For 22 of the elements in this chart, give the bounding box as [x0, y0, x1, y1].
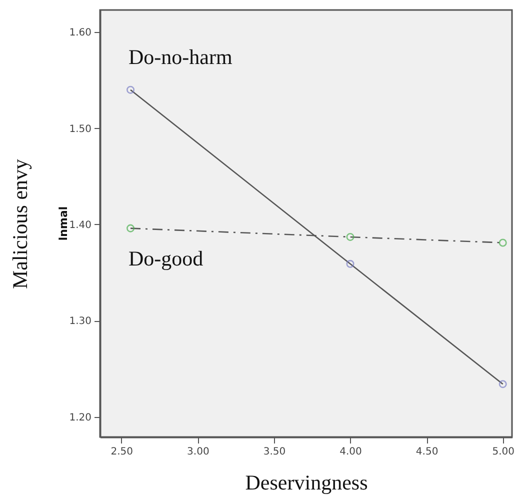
- y-tick-label: 1.50: [69, 124, 92, 135]
- point: [126, 86, 135, 94]
- x-tick-label: 2.50: [110, 446, 133, 458]
- x-tick-label: 3.50: [263, 446, 286, 458]
- point: [346, 232, 354, 241]
- x-tick-label: 4.50: [416, 446, 438, 458]
- y-tick-label: 1.20: [69, 412, 92, 424]
- y-tick-label: 1.30: [69, 316, 92, 328]
- series-label: Do-good: [128, 246, 204, 270]
- y-axis-title: Malicious envy: [8, 158, 32, 290]
- point: [346, 260, 354, 268]
- point: [498, 238, 507, 247]
- x-tick-label: 4.00: [340, 446, 362, 458]
- y-tick-label: 1.40: [69, 220, 92, 231]
- text: lnmal: [57, 206, 70, 241]
- y-tick-label: 1.60: [69, 28, 92, 39]
- series-label: Do-no-harm: [128, 44, 232, 69]
- x-axis-title: Deservingness: [245, 470, 368, 494]
- point: [126, 224, 135, 232]
- x-tick-label: 3.00: [187, 446, 210, 458]
- point: [498, 380, 507, 388]
- x-tick-label: 5.00: [492, 446, 514, 458]
